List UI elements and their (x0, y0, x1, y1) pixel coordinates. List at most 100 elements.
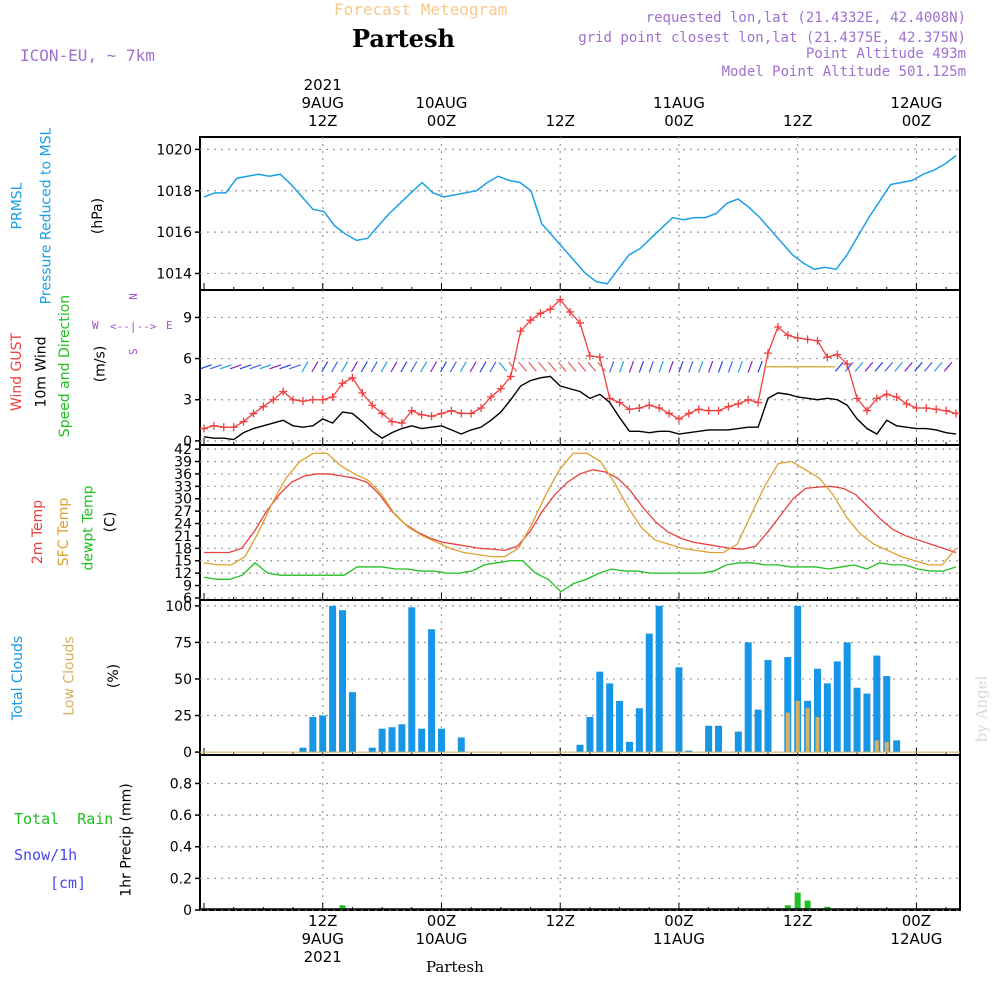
ytick-label: 1016 (156, 225, 192, 241)
gust-marker (348, 373, 357, 382)
wind-arrow (489, 361, 497, 373)
gust-marker (803, 335, 812, 344)
top-date-label: 2021 (303, 76, 342, 94)
wind-arrow (469, 361, 477, 373)
gust-marker (388, 417, 396, 426)
wind-arrow (321, 361, 329, 373)
total-cloud-bar (329, 605, 337, 753)
ytick-label: 0.4 (170, 840, 192, 856)
wind-arrow (390, 361, 398, 373)
total-cloud-bar (339, 610, 347, 753)
gust-marker (338, 379, 347, 388)
gust-marker (744, 395, 753, 404)
top-date-label: 12Z (308, 112, 338, 130)
gust-marker (823, 353, 832, 362)
total-cloud-bar (428, 629, 436, 753)
panel-frame (199, 754, 961, 911)
gust-marker (714, 406, 723, 415)
precip-bar (804, 900, 811, 910)
total-cloud-bar (309, 716, 317, 753)
wind-arrow (577, 361, 587, 372)
top-date-label: 10AUG (415, 94, 468, 112)
total-cloud-bar (616, 700, 624, 753)
precip-bar (339, 905, 346, 910)
total-cloud-bar (843, 642, 851, 753)
gust-marker (467, 409, 476, 418)
low-cloud-bar (874, 740, 879, 753)
wind-arrow (717, 360, 724, 373)
bottom-date-label: 12AUG (890, 930, 943, 948)
bottom-date-label: 9AUG (301, 930, 344, 948)
gust-marker (200, 424, 208, 433)
gust-marker (378, 409, 387, 418)
total-cloud-bar (823, 683, 831, 753)
gust-marker (585, 351, 594, 360)
wind-arrow (628, 360, 635, 373)
wind-arrow (894, 361, 903, 372)
gust-marker (813, 336, 822, 345)
ytick-label: 0 (183, 903, 192, 919)
bottom-date-label: 12Z (782, 912, 813, 930)
wind-arrow (518, 361, 527, 372)
gust-marker (506, 372, 515, 381)
total-cloud-bar (675, 667, 683, 753)
total-cloud-bar (348, 692, 356, 753)
total-cloud-bar (734, 731, 742, 753)
ytick-label: 6 (183, 352, 192, 368)
wind-arrow (449, 361, 457, 373)
dew-line (203, 560, 957, 593)
gust-marker (516, 327, 525, 336)
ytick-label: 12 (174, 566, 192, 582)
gust-marker (566, 307, 575, 316)
gust-marker (239, 417, 248, 426)
wind-arrow (370, 361, 378, 373)
total-cloud-bar (833, 661, 841, 753)
gust-marker (704, 406, 713, 415)
gust-marker (427, 412, 436, 421)
total-cloud-bar (388, 727, 396, 753)
snow-unit-label: [cm] (50, 874, 87, 892)
total-cloud-bar (853, 687, 861, 753)
gust-marker (843, 360, 852, 369)
gust-marker (605, 394, 614, 403)
top-date-label: 12AUG (890, 94, 943, 112)
t2m-line (204, 469, 957, 554)
low-cloud-bar (795, 700, 800, 753)
total-cloud-bar (398, 724, 406, 753)
ytick-label: 100 (165, 599, 192, 615)
total-cloud-bar (437, 728, 445, 753)
bottom-date-label: 12Z (545, 912, 575, 930)
gust-marker (674, 414, 683, 423)
panel-frame (199, 444, 961, 601)
ytick-label: 42 (174, 442, 192, 458)
gust-marker (219, 423, 228, 432)
model-label: ICON-EU, ~ 7km (20, 46, 155, 65)
wind-arrow (259, 364, 272, 370)
gust-marker (526, 316, 535, 325)
ytick-label: 75 (174, 635, 192, 651)
gust-marker (437, 409, 446, 418)
gust-marker (625, 405, 634, 414)
gust-marker (734, 399, 743, 408)
ytick-label: 18 (174, 541, 192, 557)
wind-arrow (289, 364, 301, 370)
wind-arrow (200, 364, 212, 370)
gust-marker (952, 409, 960, 418)
gust-marker (397, 419, 406, 428)
gust-marker (496, 384, 505, 393)
total-cloud-bar (457, 737, 465, 753)
compass-w-label: W (92, 319, 99, 332)
wind-arrow (708, 360, 714, 373)
gust-marker (932, 405, 941, 414)
gust-marker (259, 402, 268, 411)
top-date-label: 11AUG (652, 94, 705, 112)
ytick-label: 9 (183, 310, 192, 326)
ytick-label: 39 (174, 455, 192, 471)
top-date-label: 12Z (545, 112, 575, 130)
total-cloud-bar (893, 740, 901, 753)
footer-place: Partesh (426, 958, 484, 976)
ytick-label: 0.2 (170, 871, 192, 887)
gust-marker (249, 409, 258, 418)
wind-arrow (757, 360, 763, 373)
